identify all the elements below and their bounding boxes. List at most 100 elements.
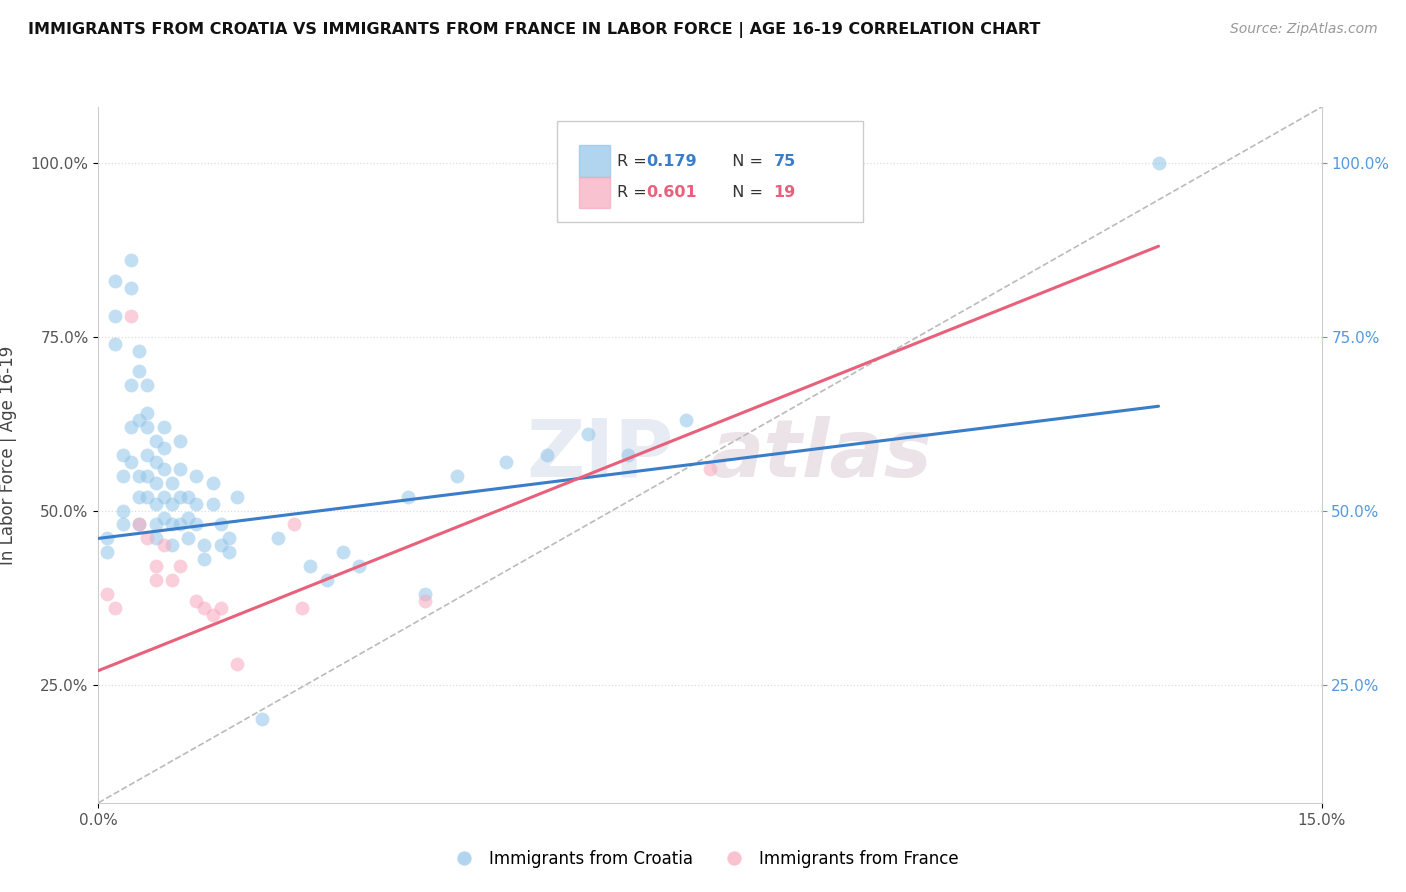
- Text: 0.179: 0.179: [647, 153, 697, 169]
- Point: [201, 607, 224, 622]
- Point: [1147, 155, 1170, 169]
- Point: [145, 497, 167, 511]
- Point: [177, 490, 200, 504]
- Point: [104, 336, 127, 351]
- FancyBboxPatch shape: [579, 145, 610, 177]
- Point: [96, 587, 118, 601]
- Y-axis label: In Labor Force | Age 16-19: In Labor Force | Age 16-19: [0, 345, 17, 565]
- Point: [169, 559, 191, 574]
- Legend: Immigrants from Croatia, Immigrants from France: Immigrants from Croatia, Immigrants from…: [440, 844, 966, 875]
- Text: N =: N =: [723, 153, 769, 169]
- Text: atlas: atlas: [710, 416, 932, 494]
- Point: [111, 517, 134, 532]
- Point: [160, 538, 183, 552]
- Point: [349, 559, 371, 574]
- Point: [299, 559, 322, 574]
- Point: [128, 343, 150, 358]
- Point: [96, 532, 118, 546]
- Point: [226, 657, 249, 671]
- Point: [413, 587, 436, 601]
- Point: [169, 517, 191, 532]
- Point: [283, 517, 305, 532]
- Text: N =: N =: [723, 186, 769, 200]
- Point: [104, 309, 127, 323]
- Point: [152, 441, 174, 455]
- Point: [96, 545, 118, 559]
- Point: [136, 468, 159, 483]
- FancyBboxPatch shape: [579, 177, 610, 208]
- Point: [160, 573, 183, 587]
- Point: [136, 420, 159, 434]
- Point: [186, 594, 208, 608]
- Point: [396, 490, 419, 504]
- Point: [576, 427, 599, 442]
- Point: [120, 378, 142, 392]
- Point: [145, 434, 167, 448]
- Point: [160, 517, 183, 532]
- Point: [145, 517, 167, 532]
- Point: [291, 601, 314, 615]
- Point: [315, 573, 337, 587]
- Point: [136, 532, 159, 546]
- Point: [699, 462, 721, 476]
- Point: [152, 420, 174, 434]
- Point: [136, 448, 159, 462]
- Text: R =: R =: [617, 153, 652, 169]
- Point: [128, 517, 150, 532]
- Point: [209, 517, 232, 532]
- Text: IMMIGRANTS FROM CROATIA VS IMMIGRANTS FROM FRANCE IN LABOR FORCE | AGE 16-19 COR: IMMIGRANTS FROM CROATIA VS IMMIGRANTS FR…: [28, 22, 1040, 38]
- Point: [536, 448, 558, 462]
- Point: [111, 468, 134, 483]
- Point: [145, 559, 167, 574]
- Point: [177, 532, 200, 546]
- Point: [120, 420, 142, 434]
- Point: [186, 517, 208, 532]
- Point: [128, 413, 150, 427]
- Point: [617, 448, 640, 462]
- Text: 75: 75: [773, 153, 796, 169]
- Point: [177, 510, 200, 524]
- Point: [193, 601, 215, 615]
- Point: [169, 462, 191, 476]
- Point: [169, 490, 191, 504]
- Point: [145, 455, 167, 469]
- Point: [136, 490, 159, 504]
- Point: [267, 532, 290, 546]
- Point: [128, 490, 150, 504]
- Point: [145, 573, 167, 587]
- Point: [446, 468, 468, 483]
- Point: [136, 406, 159, 420]
- Point: [193, 538, 215, 552]
- Text: Source: ZipAtlas.com: Source: ZipAtlas.com: [1230, 22, 1378, 37]
- Point: [201, 475, 224, 490]
- Point: [120, 309, 142, 323]
- Text: R =: R =: [617, 186, 652, 200]
- Point: [120, 281, 142, 295]
- Point: [218, 532, 240, 546]
- Point: [104, 601, 127, 615]
- Point: [209, 601, 232, 615]
- Point: [160, 475, 183, 490]
- Point: [201, 497, 224, 511]
- Point: [675, 413, 697, 427]
- Point: [218, 545, 240, 559]
- FancyBboxPatch shape: [557, 121, 863, 222]
- Point: [250, 712, 273, 726]
- Text: ZIP: ZIP: [526, 416, 673, 494]
- Point: [160, 497, 183, 511]
- Point: [152, 538, 174, 552]
- Point: [145, 475, 167, 490]
- Text: 0.601: 0.601: [647, 186, 697, 200]
- Point: [186, 497, 208, 511]
- Point: [120, 253, 142, 268]
- Point: [193, 552, 215, 566]
- Point: [152, 510, 174, 524]
- Point: [495, 455, 517, 469]
- Point: [128, 517, 150, 532]
- Point: [136, 378, 159, 392]
- Text: 19: 19: [773, 186, 796, 200]
- Point: [120, 455, 142, 469]
- Point: [226, 490, 249, 504]
- Point: [145, 532, 167, 546]
- Point: [152, 462, 174, 476]
